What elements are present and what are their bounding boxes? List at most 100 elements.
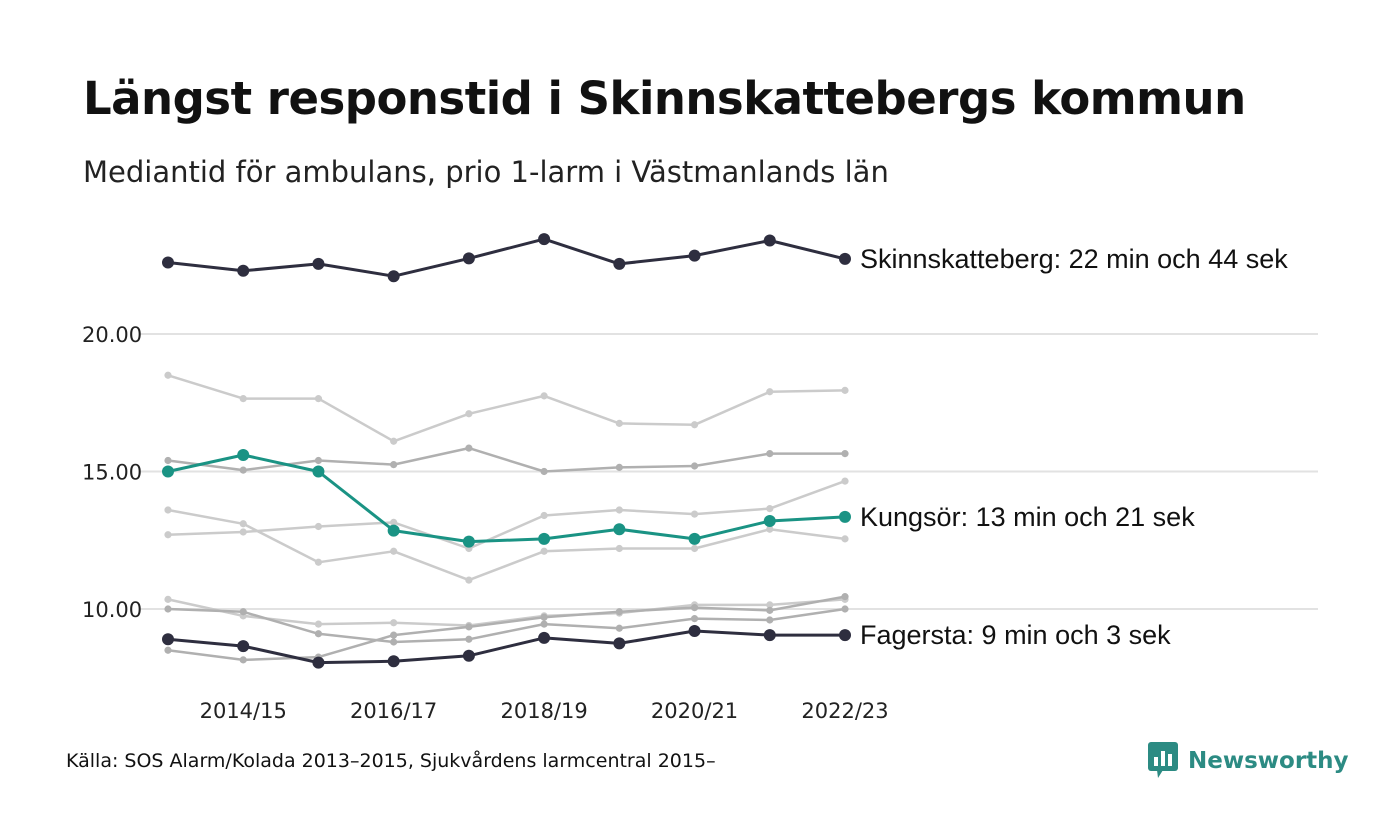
context-series-1-point: [690, 421, 699, 429]
context-series-6-point: [164, 605, 172, 613]
context-series-1-point: [766, 388, 774, 396]
context-series-2-point: [390, 461, 398, 469]
context-series-1: [164, 371, 849, 445]
series-kungs-r-point: [763, 515, 776, 527]
x-tick-label: 2014/15: [200, 699, 287, 723]
context-series-3-point: [690, 544, 699, 553]
context-series-4-point: [314, 522, 323, 531]
y-tick-label: 20.00: [82, 323, 142, 347]
context-series-3-point: [540, 547, 548, 555]
chart-subtitle: Mediantid för ambulans, prio 1-larm i Vä…: [83, 155, 889, 189]
context-series-7-point: [390, 631, 398, 639]
context-series-3-point: [390, 547, 398, 555]
series-fagersta-point: [763, 629, 776, 642]
context-series-2-point: [690, 462, 699, 470]
series-fagersta-line: [167, 629, 845, 665]
series-label-fagersta: Fagersta: 9 min och 3 sek: [860, 620, 1171, 650]
context-series-4-point: [540, 511, 548, 520]
series-fagersta-point: [688, 625, 701, 637]
context-series-6-point: [465, 635, 473, 643]
series-fagersta-point: [839, 629, 851, 642]
context-series-3-line: [167, 508, 846, 582]
series-kungs-r-line: [167, 453, 846, 544]
series-skinnskatteberg-point: [387, 270, 400, 283]
series-fagersta: [162, 625, 851, 669]
series-skinnskatteberg-point: [839, 252, 851, 265]
context-series-7-line: [167, 595, 846, 662]
series-fagersta-point: [312, 656, 325, 669]
context-series-3-point: [465, 576, 473, 584]
context-series-5-point: [164, 595, 172, 603]
context-series-6-line: [167, 607, 846, 644]
context-series-1-point: [540, 392, 548, 400]
context-series-7-point: [690, 604, 699, 612]
context-series-5-point: [390, 619, 398, 627]
chart-title: Längst responstid i Skinnskattebergs kom…: [83, 72, 1246, 125]
context-series-2-line: [167, 446, 845, 473]
context-series-2-point: [615, 463, 623, 471]
series-skinnskatteberg-point: [688, 249, 701, 262]
series-skinnskatteberg-point: [613, 257, 626, 270]
context-series-2-point: [766, 450, 774, 458]
context-series-3: [164, 506, 849, 584]
context-series-6-point: [540, 620, 548, 628]
x-tick-label: 2018/19: [500, 699, 587, 723]
context-series-3-point: [766, 525, 774, 533]
context-series-3-point: [239, 520, 247, 528]
context-series-7-point: [239, 656, 247, 664]
context-series-3-point: [164, 506, 172, 514]
series-kungs-r-point: [312, 465, 325, 478]
series-skinnskatteberg-point: [312, 257, 325, 270]
series-fagersta-point: [462, 649, 475, 662]
context-series-5-point: [314, 620, 323, 628]
context-series-6-point: [314, 630, 323, 638]
series-skinnskatteberg-point: [462, 252, 475, 265]
context-series-4-point: [690, 510, 699, 518]
bar-chart-logo-icon: [1148, 742, 1178, 778]
context-series-7-point: [164, 646, 172, 654]
context-series-1-point: [390, 437, 398, 445]
x-tick-label: 2016/17: [350, 699, 437, 723]
series-kungs-r-point: [387, 524, 400, 537]
context-series-7-point: [540, 613, 548, 621]
context-series-5-line: [167, 598, 846, 627]
context-series-2-point: [465, 444, 473, 452]
context-series-6-point: [841, 605, 849, 613]
newsworthy-logo[interactable]: Newsworthy: [1148, 742, 1349, 780]
context-series-4-point: [766, 505, 774, 513]
series-kungs-r-point: [162, 465, 174, 478]
context-series-6-point: [390, 638, 398, 646]
context-series-2-point: [239, 466, 247, 474]
series-skinnskatteberg-point: [763, 234, 776, 247]
series-skinnskatteberg-point: [237, 264, 250, 277]
context-series-6: [164, 605, 849, 646]
series-skinnskatteberg-point: [162, 256, 174, 269]
context-series-1-line: [167, 374, 846, 443]
context-series-2-point: [841, 450, 849, 458]
context-series-2-point: [314, 456, 323, 465]
context-series-4: [164, 477, 849, 553]
series-skinnskatteberg: [162, 233, 851, 283]
context-series-4-point: [615, 506, 623, 514]
y-tick-label: 15.00: [82, 461, 142, 485]
context-series-1-point: [465, 410, 473, 418]
context-series-6-point: [766, 616, 774, 624]
context-series-1-point: [314, 395, 323, 403]
series-kungs-r-point: [538, 532, 551, 545]
series-kungs-r-point: [688, 532, 701, 545]
axes: 10.00 15.00 20.00 2014/15 2016/17 2018/19 2020…: [82, 323, 889, 723]
context-series-4-point: [239, 528, 247, 536]
context-series-7: [164, 593, 849, 664]
context-series-1-point: [164, 371, 172, 379]
context-series-5-point: [766, 601, 774, 609]
series-kungs-r-point: [613, 523, 626, 536]
context-series-7-point: [465, 623, 473, 631]
context-series-2: [164, 444, 849, 476]
x-tick-label: 2022/23: [801, 699, 888, 723]
source-note: Källa: SOS Alarm/Kolada 2013–2015, Sjukv…: [66, 750, 716, 772]
context-series-2-point: [164, 456, 172, 465]
context-series-4-point: [390, 518, 398, 526]
context-series-4-line: [167, 479, 846, 550]
context-series-4-point: [164, 531, 172, 539]
